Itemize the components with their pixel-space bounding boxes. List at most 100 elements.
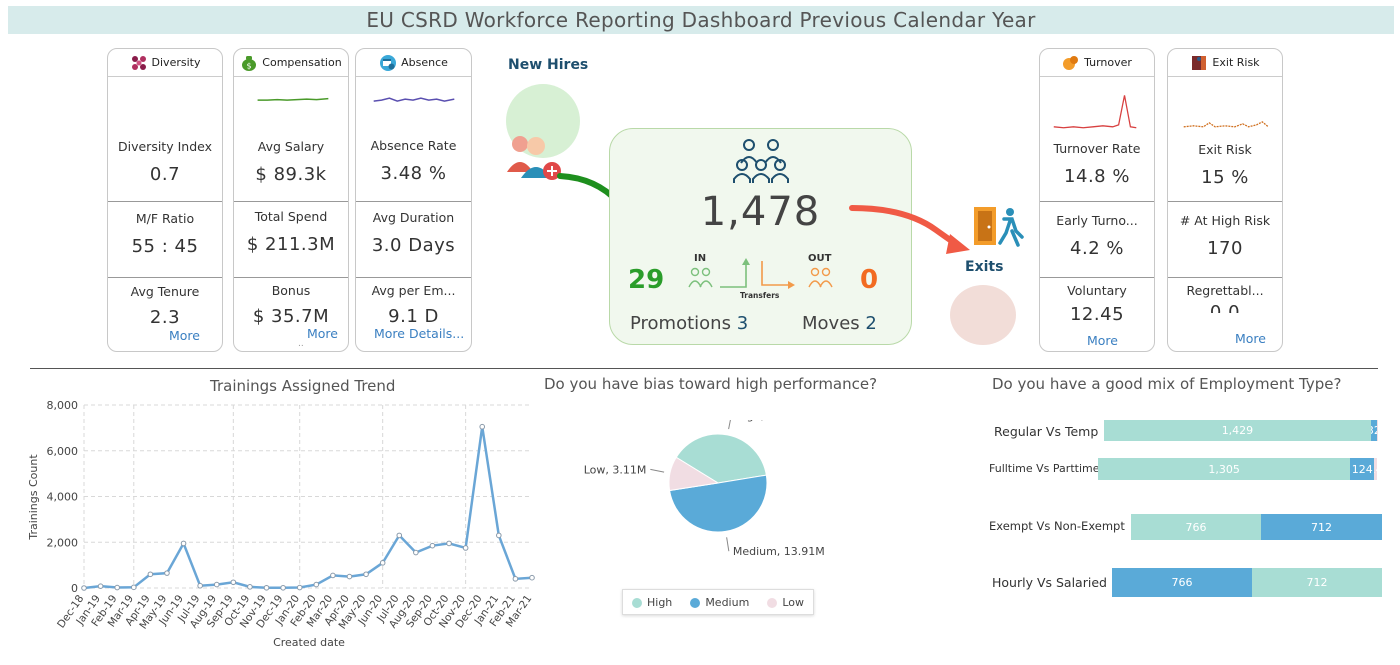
data-point <box>446 540 452 547</box>
diversity-more-link[interactable]: More <box>169 328 200 343</box>
employment-bar-segment[interactable] <box>1376 420 1378 441</box>
early-turnover-label: Early Turno... <box>1056 213 1138 228</box>
legend-item-medium[interactable]: Medium <box>690 596 749 609</box>
overflow-ellipsis: .. <box>298 339 304 349</box>
exit-risk-card-title: Exit Risk <box>1212 56 1260 69</box>
data-point <box>147 571 154 578</box>
employment-bar-segment[interactable]: 766 <box>1131 514 1262 540</box>
data-point <box>429 542 436 549</box>
trainings-y-axis-label: Trainings Count <box>27 454 40 541</box>
diversity-icon <box>130 54 148 72</box>
employment-bar-segment[interactable]: 712 <box>1251 568 1382 597</box>
data-point <box>396 532 403 539</box>
divider <box>234 277 348 278</box>
exit-risk-card-header: Exit Risk <box>1168 49 1282 77</box>
absence-card-title: Absence <box>401 56 448 69</box>
data-point <box>280 584 286 591</box>
pie-value-label: Low, 3.11M <box>584 463 647 476</box>
performance-chart-title: Do you have bias toward high performance… <box>544 375 878 393</box>
divider <box>1168 277 1282 278</box>
data-point <box>413 549 419 556</box>
data-point <box>164 570 170 576</box>
avg-salary-value: $ 89.3k <box>255 164 327 185</box>
data-point <box>313 581 320 588</box>
bonus-metric: Bonus $ 35.7M <box>234 283 348 327</box>
early-turnover-metric: Early Turno... 4.2 % <box>1040 213 1154 259</box>
diversity-index-value: 0.7 <box>149 164 181 185</box>
employment-bar-segment[interactable]: 1,305 <box>1098 458 1351 480</box>
new-hires-label: New Hires <box>508 57 589 73</box>
headcount-flow-panel: 1,478 IN OUT 29 0 Transfers Promotions 3… <box>609 128 912 345</box>
in-value: 29 <box>628 265 665 295</box>
exits-circle <box>950 285 1016 345</box>
data-point <box>247 584 253 590</box>
legend-swatch-medium <box>690 597 701 608</box>
divider <box>1040 277 1154 278</box>
exit-risk-icon <box>1190 54 1208 72</box>
employment-category-label: Hourly Vs Salaried <box>992 575 1107 590</box>
employment-bar-segment[interactable]: 766 <box>1112 568 1252 597</box>
turnover-card-header: Turnover <box>1040 49 1154 77</box>
employment-bar-segment[interactable]: 14 <box>1374 458 1377 480</box>
absence-card-header: Absence <box>356 49 471 77</box>
legend-high-label: High <box>647 595 673 609</box>
avg-salary-label: Avg Salary <box>257 139 325 154</box>
employment-bar-segment[interactable]: 124 <box>1350 458 1375 480</box>
total-headcount-value: 1,478 <box>700 189 821 235</box>
turnover-icon <box>1062 54 1080 72</box>
absence-more-details-link[interactable]: More Details... <box>374 326 465 341</box>
bar-value-label: 712 <box>1311 520 1333 534</box>
legend-item-high[interactable]: High <box>632 596 672 609</box>
data-point <box>230 579 237 586</box>
bar-value-label: 766 <box>1185 520 1207 534</box>
headcount-group-icon <box>733 139 789 183</box>
high-risk-count-label: # At High Risk <box>1179 213 1271 228</box>
mf-ratio-metric: M/F Ratio 55 : 45 <box>108 211 222 257</box>
y-tick-label: 6,000 <box>47 445 79 458</box>
data-point <box>479 423 486 430</box>
new-hire-people-icon <box>507 136 561 180</box>
voluntary-label: Voluntary <box>1067 283 1127 298</box>
data-point <box>346 573 353 580</box>
diversity-card-title: Diversity <box>151 56 201 69</box>
employment-bar-segment[interactable]: 1,429 <box>1104 420 1371 441</box>
legend-swatch-high <box>632 597 642 608</box>
pie-value-label: High, 10.73M <box>735 420 808 422</box>
promotions-stat: Promotions 3 <box>630 313 748 334</box>
data-point <box>180 540 187 547</box>
employment-bar-segment[interactable]: 712 <box>1261 514 1382 540</box>
y-tick-label: 4,000 <box>47 491 79 504</box>
out-people-icon <box>808 267 833 288</box>
avg-salary-metric: Avg Salary $ 89.3k <box>234 139 348 185</box>
legend-medium-label: Medium <box>705 595 750 609</box>
trainings-chart-title: Trainings Assigned Trend <box>210 377 396 395</box>
employment-bar-segment[interactable]: 32 <box>1370 420 1377 441</box>
money-bag-icon: $ <box>240 54 258 72</box>
avg-tenure-value: 2.3 <box>149 307 181 328</box>
divider <box>108 201 222 202</box>
bar-value-label: 766 <box>1171 576 1193 589</box>
compensation-card-header: $ Compensation <box>234 49 348 77</box>
turnover-more-link[interactable]: More <box>1087 333 1118 348</box>
legend-swatch-low <box>767 597 778 608</box>
data-point <box>81 585 87 591</box>
bar-value-label: 32 <box>1371 424 1377 437</box>
legend-item-low[interactable]: Low <box>767 596 804 609</box>
diversity-index-metric: Diversity Index 0.7 <box>108 139 222 185</box>
exit-risk-more-link[interactable]: More <box>1235 331 1266 346</box>
diversity-card: Diversity Diversity Index 0.7 M/F Ratio … <box>107 48 223 352</box>
avg-per-employee-metric: Avg per Em... 9.1 D <box>356 283 471 327</box>
y-tick-label: 0 <box>71 582 78 595</box>
compensation-more-link[interactable]: More <box>307 326 338 341</box>
moves-stat: Moves 2 <box>802 313 877 334</box>
data-point <box>97 583 104 589</box>
avg-per-employee-label: Avg per Em... <box>371 283 456 298</box>
dashboard-title-bar: EU CSRD Workforce Reporting Dashboard Pr… <box>8 6 1394 34</box>
data-point <box>512 576 519 582</box>
exit-door-icon <box>974 207 1024 247</box>
data-point <box>529 574 535 581</box>
data-point <box>263 584 270 591</box>
exit-risk-label: Exit Risk <box>1198 142 1252 157</box>
performance-pie-chart: High, 10.73M Medium, 13.91M Low, 3.11M <box>584 420 825 558</box>
divider <box>1168 201 1282 202</box>
